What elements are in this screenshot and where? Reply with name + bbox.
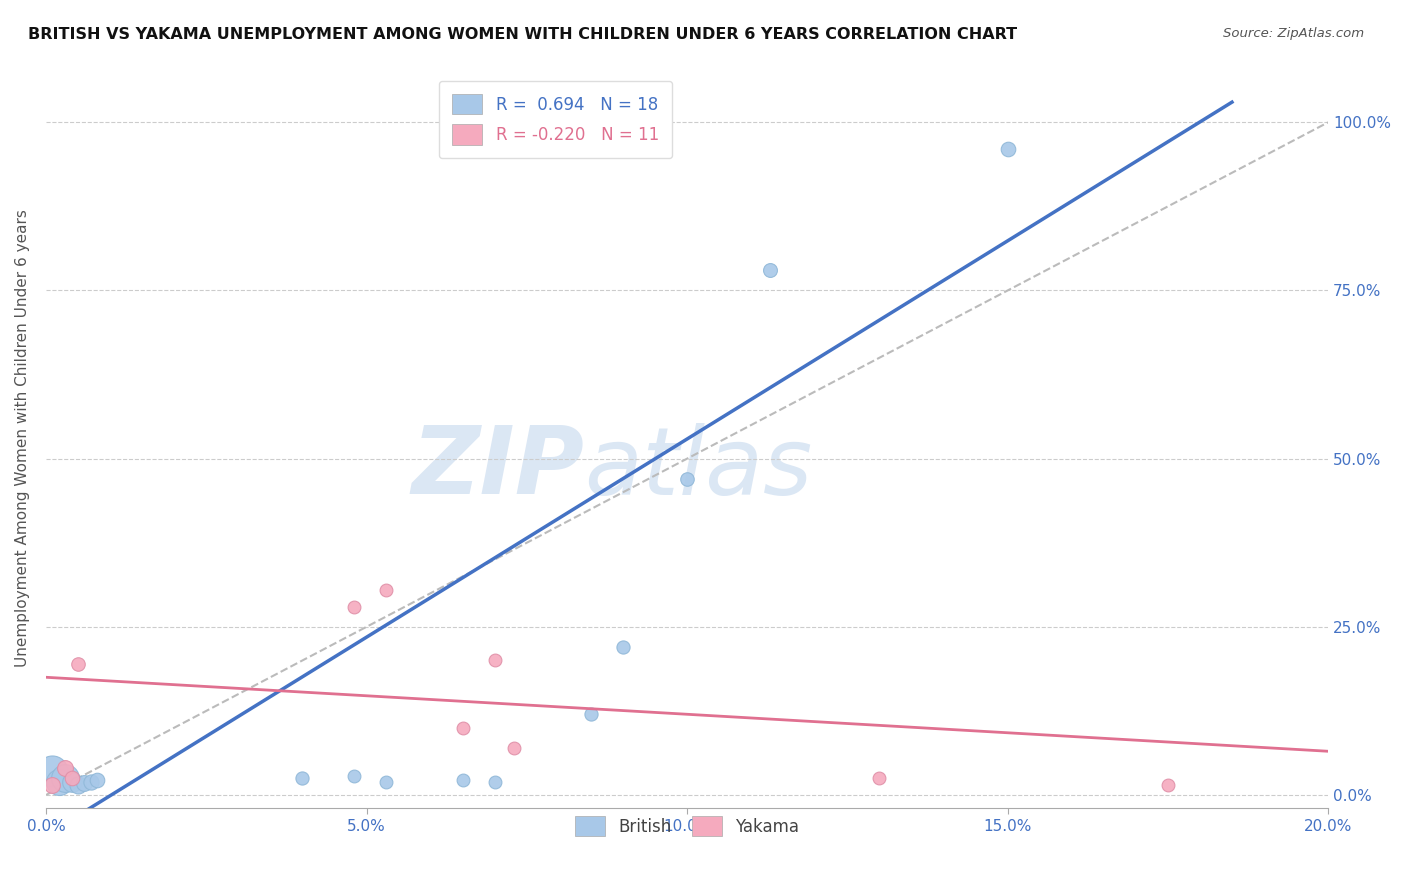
- Point: [66, 657, 89, 671]
- Point: [374, 582, 396, 597]
- Text: atlas: atlas: [585, 423, 813, 514]
- Point: [868, 771, 890, 785]
- Point: [41, 778, 63, 792]
- Point: [676, 472, 699, 486]
- Point: [759, 263, 782, 277]
- Y-axis label: Unemployment Among Women with Children Under 6 years: Unemployment Among Women with Children U…: [15, 210, 30, 667]
- Point: [1157, 778, 1180, 792]
- Point: [484, 774, 506, 789]
- Point: [53, 761, 76, 775]
- Text: ZIP: ZIP: [412, 422, 585, 514]
- Point: [343, 599, 366, 614]
- Point: [53, 771, 76, 785]
- Point: [612, 640, 634, 654]
- Text: BRITISH VS YAKAMA UNEMPLOYMENT AMONG WOMEN WITH CHILDREN UNDER 6 YEARS CORRELATI: BRITISH VS YAKAMA UNEMPLOYMENT AMONG WOM…: [28, 27, 1018, 42]
- Point: [48, 774, 70, 789]
- Point: [66, 778, 89, 792]
- Legend: British, Yakama: British, Yakama: [567, 807, 807, 845]
- Point: [343, 769, 366, 783]
- Point: [73, 776, 96, 790]
- Point: [41, 764, 63, 779]
- Point: [86, 773, 108, 788]
- Point: [60, 774, 83, 789]
- Point: [80, 774, 103, 789]
- Point: [997, 142, 1019, 156]
- Point: [579, 707, 602, 722]
- Point: [60, 771, 83, 785]
- Point: [484, 653, 506, 667]
- Point: [451, 721, 474, 735]
- Point: [291, 771, 314, 785]
- Text: Source: ZipAtlas.com: Source: ZipAtlas.com: [1223, 27, 1364, 40]
- Point: [503, 740, 526, 755]
- Point: [374, 774, 396, 789]
- Point: [451, 773, 474, 788]
